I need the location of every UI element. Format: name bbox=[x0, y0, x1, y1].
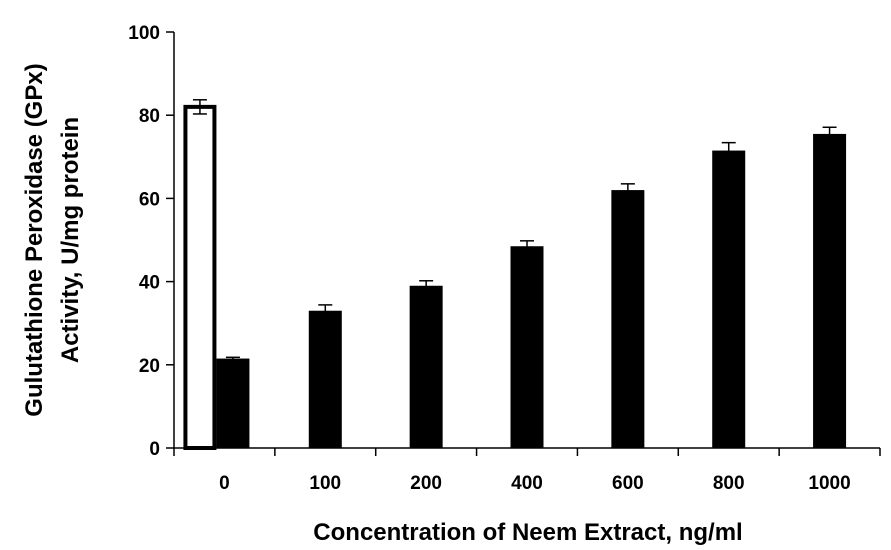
y-axis-title-line1: Gulutathione Peroxidase (GPx) bbox=[21, 63, 48, 416]
y-axis-title-line2: Activity, U/mg protein bbox=[57, 117, 84, 363]
bar bbox=[409, 285, 443, 448]
y-tick-label: 100 bbox=[128, 23, 160, 44]
bar bbox=[216, 358, 250, 448]
bar bbox=[813, 133, 847, 449]
y-tick-label: 0 bbox=[149, 439, 160, 460]
x-tick-label: 400 bbox=[511, 473, 543, 494]
bar-open bbox=[183, 104, 217, 450]
x-tick-label: 600 bbox=[612, 473, 644, 494]
y-tick-label: 40 bbox=[139, 273, 160, 294]
y-tick-label: 20 bbox=[139, 356, 160, 377]
bar bbox=[510, 246, 544, 448]
bar bbox=[712, 150, 746, 448]
y-tick-label: 80 bbox=[139, 106, 160, 127]
x-tick-label: 1000 bbox=[808, 473, 850, 494]
x-tick-label: 800 bbox=[713, 473, 745, 494]
bar bbox=[308, 310, 342, 448]
x-tick-label: 0 bbox=[219, 473, 230, 494]
bar bbox=[611, 190, 645, 448]
x-tick-label: 200 bbox=[410, 473, 442, 494]
x-axis-title: Concentration of Neem Extract, ng/ml bbox=[313, 519, 742, 546]
x-tick-label: 100 bbox=[309, 473, 341, 494]
y-tick-label: 60 bbox=[139, 189, 160, 210]
